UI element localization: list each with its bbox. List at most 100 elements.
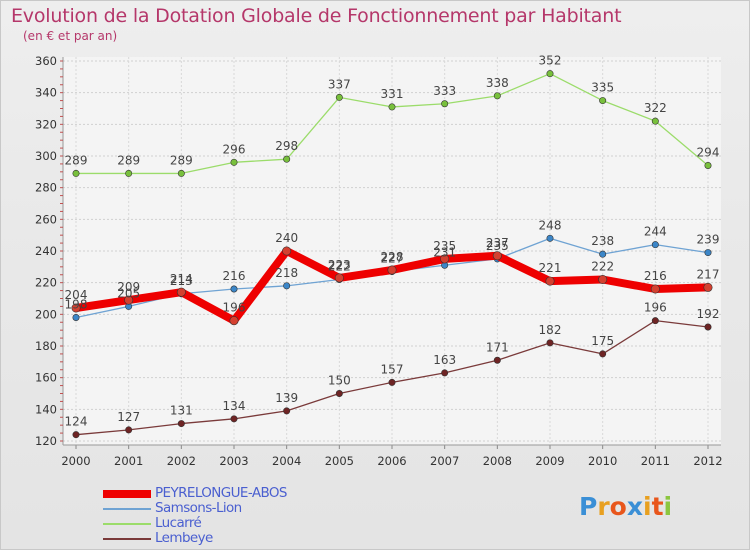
- data-point: [229, 316, 239, 326]
- data-point: [651, 117, 659, 125]
- data-point: [177, 420, 185, 428]
- x-tick-label: 2004: [272, 454, 301, 468]
- y-tick-label: 160: [35, 371, 57, 385]
- data-label: 163: [433, 353, 456, 367]
- data-label: 227: [381, 252, 404, 266]
- data-label: 244: [644, 225, 667, 239]
- data-label: 294: [697, 146, 720, 160]
- legend-label: Lembeye: [155, 530, 213, 546]
- data-point: [283, 407, 291, 415]
- logo-letter: t: [651, 492, 664, 521]
- data-point: [387, 265, 397, 275]
- logo-letter: i: [663, 492, 673, 521]
- data-label: 131: [170, 404, 193, 418]
- data-label: 134: [223, 399, 246, 413]
- y-tick-label: 280: [35, 181, 57, 195]
- x-tick-label: 2012: [693, 454, 722, 468]
- data-label: 209: [117, 280, 140, 294]
- data-label: 218: [275, 266, 298, 280]
- y-tick-label: 300: [35, 149, 57, 163]
- data-label: 216: [644, 269, 667, 283]
- data-point: [704, 249, 712, 257]
- y-tick-label: 360: [35, 54, 57, 68]
- data-label: 331: [381, 87, 404, 101]
- legend-swatch: [103, 523, 151, 525]
- data-point: [440, 254, 450, 264]
- data-point: [599, 250, 607, 258]
- data-label: 289: [117, 153, 140, 167]
- data-label: 139: [275, 391, 298, 405]
- y-tick-label: 140: [35, 402, 57, 416]
- x-tick-label: 2007: [430, 454, 459, 468]
- data-point: [283, 282, 291, 290]
- data-point: [230, 285, 238, 293]
- data-point: [388, 378, 396, 386]
- legend-label: Samsons-Lion: [155, 500, 242, 516]
- logo-letter: o: [609, 492, 627, 521]
- x-tick-label: 2005: [325, 454, 354, 468]
- logo-letter: r: [597, 492, 610, 521]
- data-label: 204: [65, 288, 88, 302]
- chart-title: Evolution de la Dotation Globale de Fonc…: [11, 5, 622, 27]
- data-point: [230, 158, 238, 166]
- proxiti-logo: Proxiti: [579, 492, 672, 521]
- data-point: [283, 155, 291, 163]
- logo-letter: P: [579, 492, 598, 521]
- data-label: 296: [223, 142, 246, 156]
- legend-label: Lucarré: [155, 515, 202, 531]
- data-label: 222: [328, 260, 351, 274]
- data-point: [124, 295, 134, 305]
- y-tick-label: 340: [35, 86, 57, 100]
- x-tick-label: 2000: [61, 454, 90, 468]
- data-label: 182: [539, 323, 562, 337]
- y-tick-label: 240: [35, 244, 57, 258]
- data-label: 337: [328, 77, 351, 91]
- legend-swatch: [103, 508, 151, 510]
- data-point: [334, 273, 344, 283]
- data-label: 238: [591, 234, 614, 248]
- logo-letter: i: [643, 492, 652, 521]
- data-label: 298: [275, 139, 298, 153]
- data-label: 235: [433, 239, 456, 253]
- data-point: [282, 246, 292, 256]
- data-label: 228: [381, 250, 404, 264]
- y-tick-label: 320: [35, 117, 57, 131]
- data-label: 213: [170, 274, 193, 288]
- data-point: [177, 169, 185, 177]
- data-label: 171: [486, 340, 509, 354]
- data-point: [125, 426, 133, 434]
- data-label: 222: [591, 260, 614, 274]
- data-point: [703, 282, 713, 292]
- data-point: [388, 103, 396, 111]
- data-point: [441, 369, 449, 377]
- y-tick-label: 260: [35, 212, 57, 226]
- y-tick-label: 180: [35, 339, 57, 353]
- data-label: 217: [697, 267, 720, 281]
- data-point: [704, 162, 712, 170]
- data-point: [492, 251, 502, 261]
- data-label: 205: [117, 286, 140, 300]
- data-label: 221: [539, 261, 562, 275]
- x-tick-label: 2003: [219, 454, 248, 468]
- data-point: [651, 241, 659, 249]
- data-label: 216: [223, 269, 246, 283]
- data-label: 333: [433, 84, 456, 98]
- data-label: 352: [539, 54, 562, 68]
- legend-label: PEYRELONGUE-ABOS: [155, 485, 288, 501]
- data-point: [493, 92, 501, 100]
- data-label: 248: [539, 218, 562, 232]
- data-point: [335, 93, 343, 101]
- data-point: [441, 100, 449, 108]
- data-label: 231: [433, 245, 456, 259]
- data-point: [545, 276, 555, 286]
- y-tick-label: 200: [35, 307, 57, 321]
- data-label: 289: [65, 153, 88, 167]
- x-tick-label: 2010: [588, 454, 617, 468]
- data-label: 338: [486, 76, 509, 90]
- data-point: [72, 313, 80, 321]
- data-label: 240: [275, 231, 298, 245]
- legend-swatch: [103, 490, 151, 498]
- data-label: 192: [697, 307, 720, 321]
- data-label: 235: [486, 239, 509, 253]
- data-label: 335: [591, 81, 614, 95]
